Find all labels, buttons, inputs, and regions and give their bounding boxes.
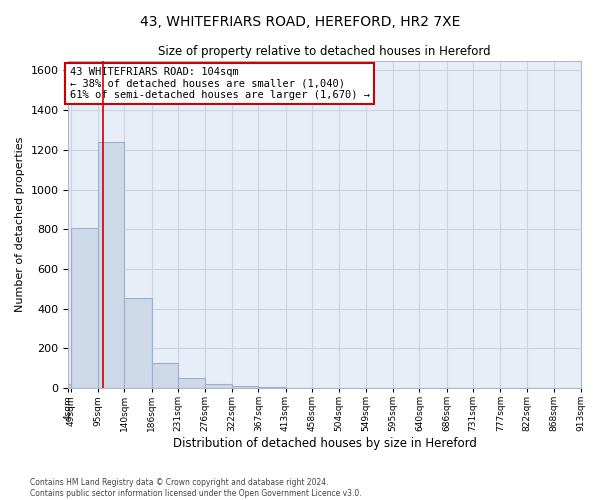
Bar [232,386,259,388]
Bar [71,228,98,388]
Bar [124,298,152,388]
Bar [68,384,71,388]
X-axis label: Distribution of detached houses by size in Hereford: Distribution of detached houses by size … [173,437,476,450]
Title: Size of property relative to detached houses in Hereford: Size of property relative to detached ho… [158,45,491,58]
Bar [98,142,124,388]
Bar [259,386,286,388]
Y-axis label: Number of detached properties: Number of detached properties [15,136,25,312]
Text: 43, WHITEFRIARS ROAD, HEREFORD, HR2 7XE: 43, WHITEFRIARS ROAD, HEREFORD, HR2 7XE [140,15,460,29]
Bar [205,384,232,388]
Bar [178,378,205,388]
Text: 43 WHITEFRIARS ROAD: 104sqm
← 38% of detached houses are smaller (1,040)
61% of : 43 WHITEFRIARS ROAD: 104sqm ← 38% of det… [70,67,370,100]
Bar [152,364,178,388]
Text: Contains HM Land Registry data © Crown copyright and database right 2024.
Contai: Contains HM Land Registry data © Crown c… [30,478,362,498]
